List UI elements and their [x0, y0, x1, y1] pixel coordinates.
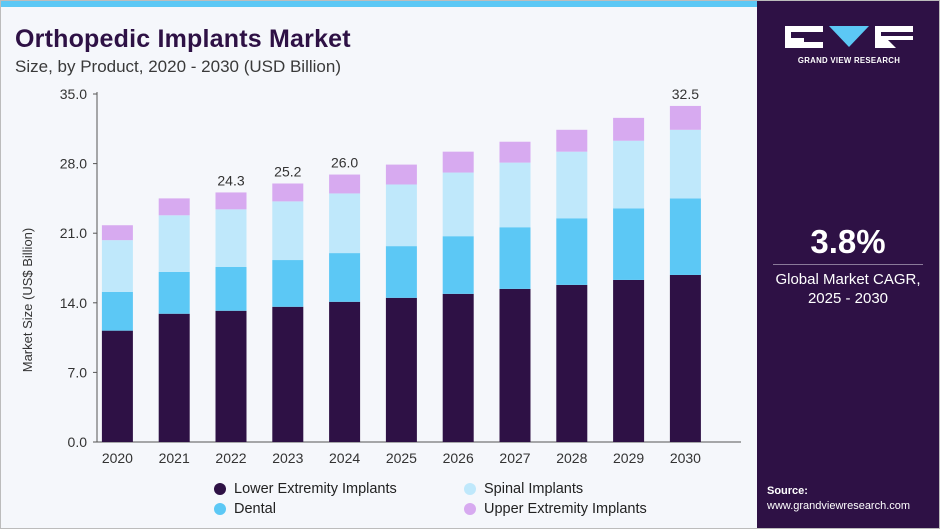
legend-swatch-lower-extremity [214, 483, 226, 495]
legend-label-dental: Dental [234, 501, 276, 517]
bar-segment-spinal-2022 [215, 209, 247, 268]
bar-segment-upper-2030 [669, 105, 701, 130]
bar-segment-lower-2030 [669, 274, 701, 442]
data-label-2023: 25.2 [274, 163, 301, 179]
bar-segment-dental-2020 [101, 291, 133, 331]
data-label-2024: 26.0 [331, 155, 358, 171]
bar-segment-spinal-2021 [158, 215, 190, 272]
data-label-2030: 32.5 [672, 86, 699, 102]
x-tick-label: 2028 [556, 450, 587, 466]
x-tick-label: 2026 [443, 450, 474, 466]
bar-segment-spinal-2028 [556, 151, 588, 219]
y-tick-label: 14.0 [60, 295, 87, 311]
bar-segment-spinal-2030 [669, 129, 701, 199]
bar-segment-dental-2022 [215, 267, 247, 311]
bar-segment-lower-2027 [499, 288, 531, 442]
y-tick-label: 35.0 [60, 86, 87, 102]
bar-segment-dental-2025 [385, 246, 417, 298]
legend-item-lower-extremity: Lower Extremity Implants [214, 481, 397, 497]
cagr-label: Global Market CAGR, 2025 - 2030 [757, 270, 939, 308]
bar-segment-upper-2029 [613, 117, 645, 141]
bar-segment-spinal-2025 [385, 184, 417, 247]
chart-subtitle: Size, by Product, 2020 - 2030 (USD Billi… [15, 57, 341, 76]
legend-label-upper-extremity: Upper Extremity Implants [484, 501, 647, 517]
y-tick-label: 0.0 [68, 434, 88, 450]
cagr-value: 3.8% [810, 223, 886, 260]
bar-segment-lower-2022 [215, 310, 247, 442]
x-tick-label: 2027 [499, 450, 530, 466]
bar-segment-spinal-2029 [613, 140, 645, 209]
bar-segment-upper-2022 [215, 192, 247, 210]
cagr-divider [773, 264, 923, 265]
bar-segment-spinal-2024 [329, 193, 361, 254]
x-tick-label: 2024 [329, 450, 360, 466]
top-accent-bar [1, 1, 757, 7]
stacked-bar-chart: Market Size (US$ Billion) 0.0 7.0 14.0 21.0 2… [20, 86, 741, 466]
legend-swatch-spinal [464, 483, 476, 495]
bar-segment-spinal-2020 [101, 240, 133, 292]
source-label: Source: [767, 485, 808, 497]
bar-segment-lower-2026 [442, 293, 474, 442]
bar-segment-dental-2023 [272, 260, 304, 307]
legend-swatch-dental [214, 503, 226, 515]
bar-segment-spinal-2026 [442, 172, 474, 237]
bar-segment-upper-2023 [272, 183, 304, 202]
bar-segment-lower-2024 [329, 301, 361, 442]
x-tick-label: 2020 [102, 450, 133, 466]
brand-name: GRAND VIEW RESEARCH [797, 56, 901, 65]
x-tick-label: 2025 [386, 450, 417, 466]
sidebar-panel: GRAND VIEW RESEARCH 3.8% Global Market C… [757, 1, 939, 528]
bar-segment-dental-2026 [442, 236, 474, 294]
legend-swatch-upper-extremity [464, 503, 476, 515]
y-tick-label: 28.0 [60, 156, 87, 172]
bar-segment-dental-2030 [669, 198, 701, 275]
x-tick-label: 2021 [159, 450, 190, 466]
legend-item-dental: Dental [214, 501, 276, 517]
x-tick-label: 2023 [272, 450, 303, 466]
legend-label-lower-extremity: Lower Extremity Implants [234, 481, 397, 497]
bar-segment-lower-2021 [158, 313, 190, 442]
legend-item-spinal: Spinal Implants [464, 481, 583, 497]
bar-segment-upper-2026 [442, 151, 474, 173]
chart-panel: Orthopedic Implants Market Size, by Prod… [1, 7, 757, 528]
bar-segment-dental-2021 [158, 271, 190, 314]
brand-logo: GRAND VIEW RESEARCH [784, 25, 914, 65]
bar-segment-upper-2027 [499, 141, 531, 163]
source-value: www.grandviewresearch.com [767, 500, 911, 512]
y-axis-title: Market Size (US$ Billion) [20, 228, 35, 373]
legend-label-spinal: Spinal Implants [484, 481, 584, 497]
bar-segment-lower-2025 [385, 297, 417, 442]
cagr-label-line2: 2025 - 2030 [807, 290, 889, 307]
bar-segment-upper-2020 [101, 225, 133, 241]
bar-segment-lower-2028 [556, 284, 588, 442]
y-tick-label: 7.0 [68, 364, 88, 380]
bar-segment-spinal-2027 [499, 162, 531, 228]
data-label-2022: 24.3 [217, 172, 244, 188]
bar-segment-dental-2028 [556, 218, 588, 285]
chart-legend: Lower Extremity Implants Spinal Implants… [1, 481, 757, 527]
bar-segment-lower-2023 [272, 306, 304, 442]
gvr-logo-icon [785, 26, 913, 48]
bar-segment-upper-2024 [329, 174, 361, 194]
bar-segment-upper-2021 [158, 198, 190, 216]
chart-title: Orthopedic Implants Market [15, 25, 351, 53]
x-tick-label: 2029 [613, 450, 644, 466]
x-tick-label: 2030 [670, 450, 701, 466]
bar-segment-upper-2025 [385, 164, 417, 185]
legend-item-upper-extremity: Upper Extremity Implants [464, 501, 647, 517]
cagr-label-line1: Global Market CAGR, [775, 271, 921, 288]
x-tick-label: 2022 [215, 450, 246, 466]
y-tick-label: 21.0 [60, 225, 87, 241]
bar-segment-upper-2028 [556, 129, 588, 152]
bar-segment-lower-2029 [613, 279, 645, 442]
bar-segment-dental-2029 [613, 208, 645, 280]
bar-segment-dental-2027 [499, 227, 531, 289]
bar-segment-lower-2020 [101, 330, 133, 442]
bar-segment-dental-2024 [329, 253, 361, 302]
bar-segment-spinal-2023 [272, 201, 304, 261]
